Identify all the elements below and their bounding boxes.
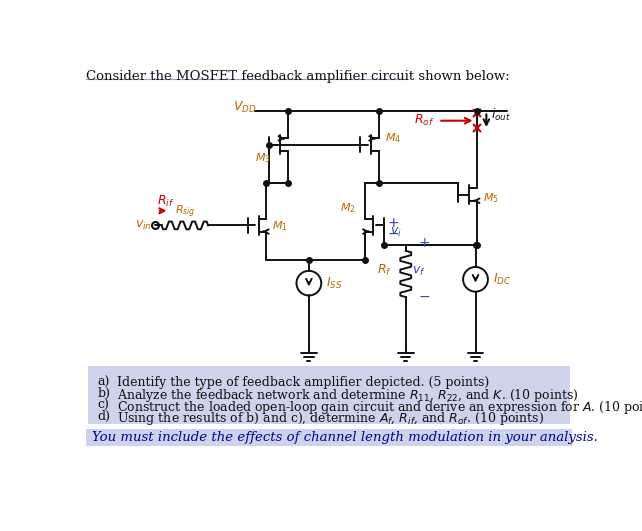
Text: +: +: [388, 216, 399, 230]
Text: $M_2$: $M_2$: [340, 202, 356, 216]
Text: Construct the loaded open-loop gain circuit and derive an expression for $A$. (1: Construct the loaded open-loop gain circ…: [117, 399, 642, 416]
Text: +: +: [418, 236, 429, 250]
Text: Using the results of b) and c), determine $A_f$, $R_{if}$, and $R_{of}$. (10 poi: Using the results of b) and c), determin…: [117, 410, 544, 427]
Text: $M_4$: $M_4$: [385, 131, 401, 144]
Text: $v_{in}$: $v_{in}$: [135, 219, 152, 232]
Text: $M_1$: $M_1$: [272, 219, 288, 233]
Text: $M_5$: $M_5$: [483, 191, 499, 204]
Text: a): a): [98, 375, 110, 389]
Text: $R_{sig}$: $R_{sig}$: [175, 204, 195, 220]
Text: $V_{DD}$: $V_{DD}$: [233, 100, 256, 115]
Text: $i_{out}$: $i_{out}$: [491, 107, 511, 123]
Text: b): b): [98, 387, 110, 400]
Text: $I_{SS}$: $I_{SS}$: [326, 276, 342, 291]
Text: −: −: [388, 227, 399, 241]
Text: $R_{if}$: $R_{if}$: [157, 194, 174, 210]
Text: Identify the type of feedback amplifier depicted. (5 points): Identify the type of feedback amplifier …: [117, 375, 490, 389]
Text: $R_f$: $R_f$: [377, 263, 392, 278]
FancyBboxPatch shape: [87, 430, 571, 447]
Text: You must include the effects of channel length modulation in your analysis.: You must include the effects of channel …: [92, 431, 598, 444]
Text: c): c): [98, 399, 109, 412]
Text: $v_i$: $v_i$: [390, 226, 402, 239]
Text: $R_{of}$: $R_{of}$: [414, 113, 435, 129]
Text: $v_f$: $v_f$: [412, 265, 426, 278]
Text: $M_3$: $M_3$: [256, 151, 271, 165]
FancyBboxPatch shape: [88, 366, 570, 424]
Text: −: −: [418, 290, 429, 304]
Text: d): d): [98, 410, 110, 423]
Text: Consider the MOSFET feedback amplifier circuit shown below:: Consider the MOSFET feedback amplifier c…: [87, 70, 510, 83]
Text: Analyze the feedback network and determine $R_{11}$, $R_{22}$, and $K$. (10 poin: Analyze the feedback network and determi…: [117, 387, 579, 404]
Text: $I_{DC}$: $I_{DC}$: [492, 272, 511, 287]
